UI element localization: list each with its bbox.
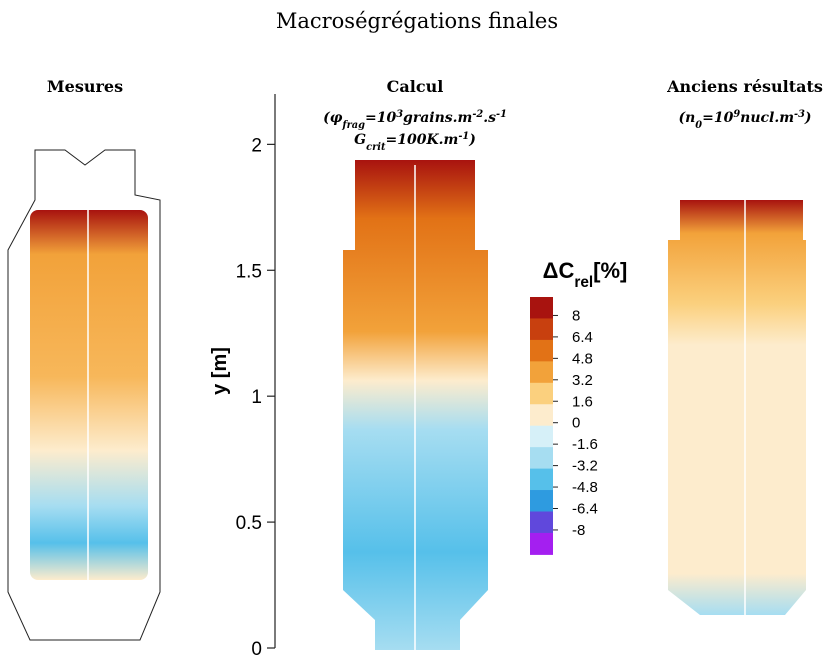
colorbar-label: 4.8 [572, 350, 593, 367]
colorbar-swatch [530, 318, 553, 341]
text-segment: -1 [496, 109, 507, 120]
colorbar-label: 1.6 [572, 393, 593, 410]
text-segment: ) [804, 110, 812, 126]
calculation-map [343, 160, 488, 650]
colorbar-swatch [530, 425, 553, 448]
y-tick-label: 0 [251, 639, 262, 656]
text-segment: ) [468, 132, 476, 148]
panel-title: Calcul [387, 77, 444, 96]
y-tick-label: 1.5 [236, 261, 262, 282]
text-segment: (n [678, 110, 695, 126]
rich-text: ΔCrel[%] [543, 258, 628, 291]
text-segment: crit [366, 142, 386, 153]
panel-title: Mesures [47, 77, 123, 96]
y-tick-label: 1 [251, 387, 262, 408]
panel-title: Anciens résultats [666, 77, 823, 96]
y-axis-label: y [m] [209, 347, 231, 395]
colorbar-label: 0 [572, 415, 580, 432]
text-segment: frag [341, 120, 365, 131]
text-segment: .s [483, 110, 496, 126]
text-segment: 0 [695, 120, 702, 131]
colorbar-swatch [530, 490, 553, 512]
figure-title: Macroségrégations finales [276, 9, 558, 33]
colorbar-swatch [530, 511, 553, 534]
rich-text: Gcrit=100K.m-1) [354, 131, 476, 153]
rich-text: (φfrag=103grains.m-2.s-1 [323, 109, 507, 131]
text-segment: ΔC [543, 258, 575, 283]
colorbar-label: -3.2 [572, 458, 598, 475]
text-segment: G [354, 132, 366, 148]
colorbar-swatch [530, 447, 553, 470]
text-segment: =10 [365, 110, 396, 126]
y-tick-label: 2 [251, 135, 262, 156]
colorbar-label: 6.4 [572, 329, 593, 346]
colorbar-label: -8 [572, 522, 585, 539]
text-segment: -1 [458, 131, 469, 142]
colorbar-label: 3.2 [572, 372, 593, 389]
colorbar-swatch [530, 468, 553, 491]
text-segment: rel [574, 274, 593, 291]
text-segment: [%] [593, 258, 627, 283]
colorbar-swatch [530, 297, 553, 319]
text-segment: (φ [323, 110, 343, 126]
measures-map [7, 149, 161, 641]
colorbar-label: -1.6 [572, 436, 598, 453]
rich-text: (n0=109nucl.m-3) [678, 109, 811, 131]
y-tick-label: 0.5 [236, 513, 262, 534]
text-segment: -3 [794, 109, 805, 120]
colorbar-label: -6.4 [572, 501, 598, 518]
text-segment: =100K.m [386, 132, 459, 148]
colorbar-label: 8 [572, 307, 580, 324]
text-segment: =10 [702, 110, 733, 126]
colorbar-swatch [530, 532, 553, 555]
colorbar-swatch [530, 382, 553, 405]
colorbar-swatch [530, 404, 553, 427]
colorbar-swatch [530, 339, 553, 362]
text-segment: 9 [733, 109, 740, 120]
previous-map [668, 200, 806, 620]
colorbar-label: -4.8 [572, 479, 598, 496]
text-segment: -2 [472, 109, 483, 120]
colorbar-swatch [530, 361, 553, 384]
text-segment: nucl.m [740, 110, 794, 126]
text-segment: 3 [396, 109, 403, 120]
text-segment: grains.m [403, 110, 472, 126]
